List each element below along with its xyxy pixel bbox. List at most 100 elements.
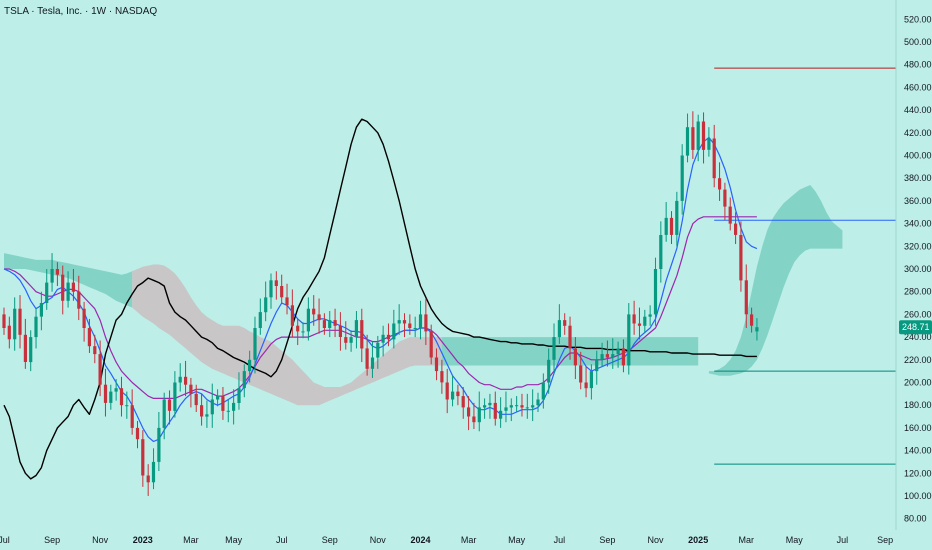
x-tick-label: Jul — [276, 535, 288, 545]
candle-body — [547, 359, 551, 383]
candle-body — [734, 223, 738, 235]
candle-body — [531, 405, 535, 408]
candle-body — [232, 402, 236, 411]
candle-body — [146, 475, 150, 483]
candle-body — [397, 320, 401, 324]
x-tick-label: Nov — [647, 535, 664, 545]
y-tick-label: 480.00 — [904, 60, 932, 70]
candle-body — [312, 308, 316, 315]
candle-body — [477, 407, 481, 423]
x-tick-label: May — [508, 535, 526, 545]
candle-body — [563, 320, 567, 326]
x-tick-label: 2024 — [410, 535, 430, 545]
candle-body — [328, 320, 332, 328]
candle-body — [306, 308, 310, 332]
candle-body — [71, 282, 75, 292]
y-tick-label: 320.00 — [904, 241, 932, 251]
candle-body — [360, 320, 364, 349]
y-tick-label: 460.00 — [904, 82, 932, 92]
candle-body — [440, 371, 444, 383]
candle-body — [520, 405, 524, 408]
candle-body — [402, 320, 407, 324]
last-price-text: 248.71 — [902, 322, 930, 332]
candle-body — [151, 461, 156, 483]
indicator-lines — [3, 118, 758, 480]
candle-body — [573, 348, 577, 366]
x-tick-label: Mar — [739, 535, 755, 545]
candle-body — [34, 316, 38, 338]
candle-body — [248, 359, 252, 372]
y-axis[interactable]: 80.00 100.00 120.00 140.00 160.00 180.00 200.0… — [904, 14, 932, 523]
candle-body — [424, 314, 428, 332]
candle-body — [13, 308, 17, 340]
candle-body — [370, 357, 375, 369]
candle-body — [552, 337, 556, 360]
candle-body — [119, 388, 124, 406]
candle-body — [643, 316, 647, 326]
candle-body — [584, 382, 588, 389]
candle-body — [109, 391, 113, 403]
candle-body — [600, 354, 604, 360]
candle-body — [253, 328, 257, 360]
candle-body — [472, 416, 476, 423]
candle-body — [285, 297, 289, 306]
candle-body — [456, 391, 460, 397]
candle-body — [621, 348, 625, 366]
candle-body — [301, 331, 305, 333]
candle-body — [685, 127, 690, 156]
candle-body — [114, 388, 118, 392]
candle-body — [322, 320, 326, 328]
candle-body — [45, 282, 49, 303]
candle-body — [61, 274, 65, 301]
last-price-badge — [899, 320, 932, 335]
candle-body — [290, 305, 294, 326]
y-tick-label: 240.00 — [904, 332, 932, 342]
candle-body — [611, 354, 615, 358]
candle-body — [648, 314, 652, 317]
candle-body — [77, 291, 81, 309]
candle-body — [536, 399, 540, 406]
cloud-segment — [132, 264, 442, 406]
candle-body — [637, 323, 642, 326]
candle-body — [39, 303, 43, 317]
candle-body — [269, 280, 273, 298]
candle-body — [451, 391, 455, 400]
candle-body — [659, 235, 663, 269]
x-axis[interactable]: Jul Sep Nov 2023 Mar May Jul Sep Nov 2024 Mar May Ju… — [0, 535, 893, 545]
candle-body — [616, 348, 620, 355]
candle-body — [93, 346, 97, 355]
candle-body — [723, 189, 727, 207]
candle-body — [205, 414, 209, 417]
candle-body — [141, 439, 145, 476]
candle-body — [605, 354, 609, 358]
candle-body — [135, 427, 140, 440]
candle-body — [691, 127, 695, 150]
x-tick-label: 2023 — [133, 535, 153, 545]
candle-body — [216, 396, 220, 400]
candle-body — [675, 200, 679, 235]
candle-body — [386, 334, 391, 340]
candle-body — [264, 297, 268, 313]
candle-body — [82, 308, 86, 328]
candle-body — [162, 399, 166, 428]
candles — [2, 111, 759, 496]
x-tick-label: Jul — [0, 535, 10, 545]
candle-body — [221, 396, 225, 411]
y-tick-label: 500.00 — [904, 37, 932, 47]
candle-body — [2, 314, 6, 328]
candle-body — [280, 286, 284, 298]
candle-body — [23, 334, 27, 362]
candle-body — [509, 405, 513, 408]
y-tick-label: 140.00 — [904, 446, 932, 456]
x-tick-label: May — [786, 535, 804, 545]
x-tick-label: Nov — [92, 535, 109, 545]
candle-body — [29, 337, 33, 363]
candle-body — [712, 138, 716, 179]
candle-body — [210, 399, 214, 415]
candle-body — [98, 354, 102, 385]
candle-body — [66, 282, 70, 301]
candle-body — [595, 359, 599, 372]
candle-body — [488, 402, 492, 406]
candle-body — [499, 410, 503, 419]
